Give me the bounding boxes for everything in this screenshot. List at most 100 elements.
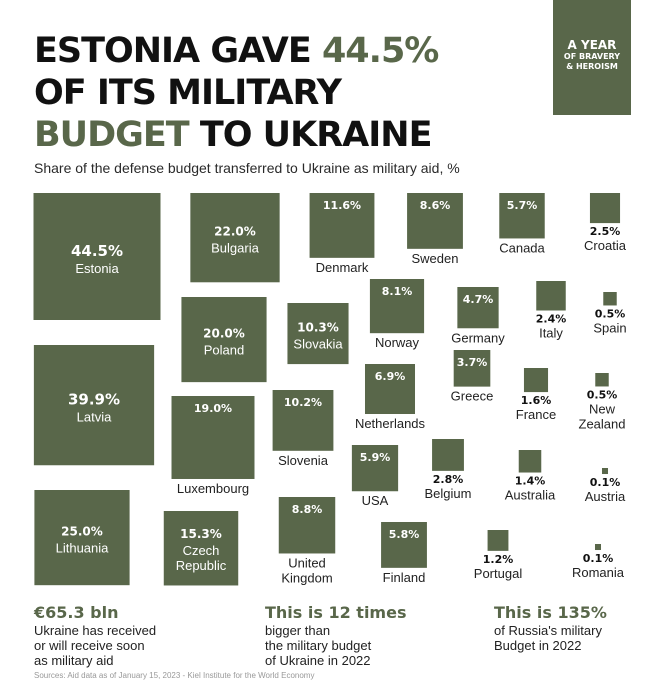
value-label-bulgaria: 22.0%: [214, 225, 256, 239]
country-label-italy: Italy: [539, 325, 563, 340]
footer-stat-russia-line: of Russia's military: [494, 623, 602, 638]
footer-stat-ukraine-line: the military budget: [265, 638, 372, 653]
country-label-bulgaria: Bulgaria: [211, 241, 259, 256]
country-label-greece: Greece: [451, 389, 494, 404]
square-italy: [536, 281, 566, 311]
footer-stat-aid-headline: €65.3 bln: [34, 603, 119, 622]
footer-stat-ukraine: This is 12 times bigger than the militar…: [265, 603, 406, 668]
footer-stat-aid: €65.3 bln Ukraine has received or will r…: [34, 603, 156, 668]
value-label-spain: 0.5%: [595, 307, 626, 320]
country-label-poland: Poland: [204, 343, 244, 358]
value-label-italy: 2.4%: [536, 312, 567, 325]
square-canada: [499, 193, 545, 239]
country-label-new-zealand: New: [589, 401, 616, 416]
value-label-czech-republic: 15.3%: [180, 527, 222, 541]
title-part-3: TO UKRAINE: [188, 115, 433, 155]
country-label-estonia: Estonia: [75, 261, 119, 276]
chart-subtitle: Share of the defense budget transferred …: [34, 160, 460, 176]
square-france: [523, 368, 549, 393]
square-austria: [601, 468, 609, 475]
badge-line-1: A YEAR: [567, 38, 617, 52]
value-label-luxembourg: 19.0%: [194, 402, 232, 415]
value-label-estonia: 44.5%: [71, 242, 123, 260]
value-label-germany: 4.7%: [463, 293, 494, 306]
source-note: Sources: Aid data as of January 15, 2023…: [34, 671, 315, 680]
footer-stat-aid-line: or will receive soon: [34, 638, 145, 653]
square-usa: [351, 445, 399, 492]
value-label-australia: 1.4%: [515, 475, 546, 488]
country-label-netherlands: Netherlands: [355, 416, 426, 431]
square-slovenia: [272, 390, 334, 451]
square-lithuania: [34, 490, 130, 586]
footer-stat-ukraine-headline: This is 12 times: [265, 603, 407, 622]
square-poland: [181, 297, 267, 383]
value-label-romania: 0.1%: [583, 552, 614, 565]
country-label-united-kingdom: United: [288, 555, 326, 570]
country-label-romania: Romania: [572, 565, 625, 580]
square-czech-republic: [163, 511, 239, 586]
country-label-finland: Finland: [383, 570, 426, 585]
country-label-spain: Spain: [593, 320, 626, 335]
year-badge: A YEAR OF BRAVERY & HEROISM: [553, 0, 631, 115]
value-label-france: 1.6%: [521, 394, 552, 407]
value-label-sweden: 8.6%: [420, 199, 451, 212]
country-label-austria: Austria: [585, 489, 626, 504]
square-estonia: [33, 193, 161, 320]
title-accent-value: 44.5%: [321, 31, 439, 71]
country-label-usa: USA: [362, 493, 389, 508]
country-label-czech-republic: Republic: [176, 558, 227, 573]
square-australia: [518, 450, 542, 473]
value-label-canada: 5.7%: [507, 199, 538, 212]
square-bulgaria: [190, 193, 280, 283]
square-luxembourg: [171, 396, 255, 479]
square-croatia: [589, 193, 621, 224]
value-label-portugal: 1.2%: [483, 553, 514, 566]
square-chart: 44.5%Estonia 39.9%Latvia 25.0% Lithuania 22.…: [33, 193, 627, 586]
country-label-latvia: Latvia: [77, 410, 112, 425]
square-united-kingdom: [278, 497, 336, 554]
square-netherlands: [364, 364, 416, 415]
country-label-germany: Germany: [451, 330, 505, 345]
footer-stat-russia-headline: This is 135%: [494, 603, 607, 622]
footer-stat-ukraine-line: bigger than: [265, 623, 331, 638]
footer-stat-russia: This is 135% of Russia's military Budget…: [494, 603, 607, 653]
country-label-france: France: [516, 407, 556, 422]
value-label-denmark: 11.6%: [323, 199, 361, 212]
square-new-zealand: [595, 373, 609, 387]
country-label-croatia: Croatia: [584, 238, 627, 253]
footer-stat-aid-line: as military aid: [34, 653, 114, 668]
square-norway: [369, 279, 425, 334]
square-romania: [594, 544, 602, 551]
square-latvia: [33, 345, 155, 466]
country-label-luxembourg: Luxembourg: [177, 481, 249, 496]
title-part-1: ESTONIA GAVE: [34, 31, 322, 71]
square-portugal: [487, 530, 509, 551]
value-label-netherlands: 6.9%: [375, 370, 406, 383]
square-germany: [457, 287, 499, 329]
title-part-2: OF ITS MILITARY: [34, 73, 342, 113]
value-label-latvia: 39.9%: [68, 391, 120, 409]
badge-line-2: OF BRAVERY: [563, 52, 621, 61]
value-label-finland: 5.8%: [389, 528, 420, 541]
country-label-united-kingdom: Kingdom: [281, 570, 332, 585]
value-label-greece: 3.7%: [457, 356, 488, 369]
country-label-new-zealand: Zealand: [579, 416, 626, 431]
value-label-poland: 20.0%: [203, 327, 245, 341]
square-belgium: [432, 439, 464, 471]
square-finland: [381, 522, 427, 568]
badge-line-3: & HEROISM: [566, 62, 618, 71]
country-label-slovenia: Slovenia: [278, 453, 329, 468]
footer-stat-ukraine-line: of Ukraine in 2022: [265, 653, 371, 668]
country-label-denmark: Denmark: [316, 260, 369, 275]
square-slovakia: [287, 303, 349, 365]
value-label-new-zealand: 0.5%: [587, 388, 618, 401]
country-label-canada: Canada: [499, 240, 545, 255]
square-greece: [453, 350, 491, 387]
value-label-belgium: 2.8%: [433, 473, 464, 486]
country-label-belgium: Belgium: [425, 486, 472, 501]
value-label-austria: 0.1%: [590, 476, 621, 489]
value-label-croatia: 2.5%: [590, 225, 621, 238]
country-label-norway: Norway: [375, 335, 420, 350]
square-sweden: [407, 193, 463, 249]
country-label-czech-republic: Czech: [183, 543, 220, 558]
